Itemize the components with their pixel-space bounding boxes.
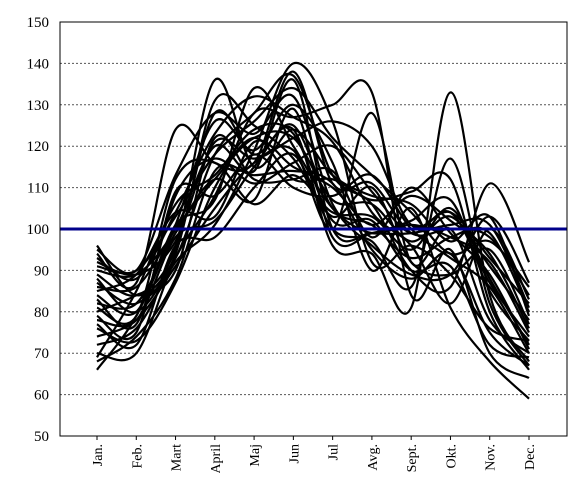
x-tick-label: Avg. xyxy=(366,444,381,471)
y-tick-label: 80 xyxy=(34,305,49,321)
series-line-17 xyxy=(96,134,530,350)
series-line-24 xyxy=(96,79,530,379)
y-tick-label: 60 xyxy=(34,388,49,404)
x-tick-label: Jan. xyxy=(91,444,106,466)
x-tick-label: Jun xyxy=(287,444,302,463)
y-tick-label: 70 xyxy=(34,346,49,362)
y-tick-label: 90 xyxy=(34,263,49,279)
y-tick-label: 110 xyxy=(27,181,49,197)
y-axis-tick-labels: 50 60 70 80 90 100 110 120 130 140 150 xyxy=(27,15,50,445)
y-tick-label: 100 xyxy=(27,222,50,238)
series-line-20 xyxy=(96,152,530,367)
series-line-18 xyxy=(96,153,530,354)
series-line-15 xyxy=(96,107,530,342)
series-line-19 xyxy=(96,91,530,363)
x-tick-label: Sept. xyxy=(405,444,420,472)
x-tick-label: April xyxy=(209,444,224,473)
series-line-23 xyxy=(96,61,530,346)
series-line-26 xyxy=(96,163,530,367)
y-tick-label: 130 xyxy=(27,98,50,114)
x-tick-label: Maj xyxy=(248,444,263,467)
x-tick-label: Mart xyxy=(170,444,185,471)
plot-frame xyxy=(59,21,568,437)
series-line-25 xyxy=(96,122,530,359)
x-tick-label: Jul xyxy=(327,444,342,460)
x-tick-label: Dec. xyxy=(523,444,538,470)
y-tick-label: 140 xyxy=(27,56,50,72)
y-tick-label: 120 xyxy=(27,139,50,155)
y-tick-label: 150 xyxy=(27,15,50,31)
x-axis-tick-labels: Jan. Feb. Mart April Maj Jun Jul Avg. Sept. Okt. N… xyxy=(91,436,538,474)
x-tick-label: Nov. xyxy=(484,444,499,471)
x-tick-label: Feb. xyxy=(130,444,145,469)
y-tick-label: 50 xyxy=(34,429,49,445)
x-tick-label: Okt. xyxy=(444,444,459,469)
